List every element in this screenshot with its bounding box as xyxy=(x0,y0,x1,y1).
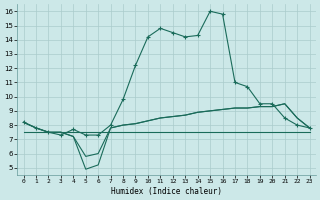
X-axis label: Humidex (Indice chaleur): Humidex (Indice chaleur) xyxy=(111,187,222,196)
